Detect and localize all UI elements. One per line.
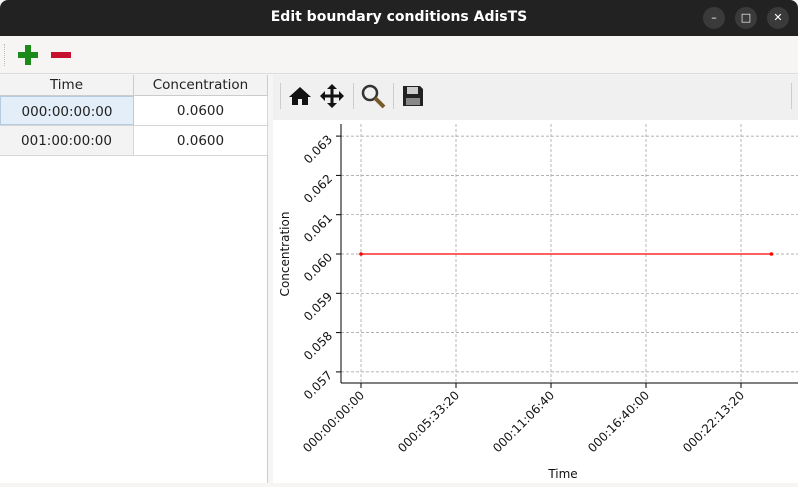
cell-concentration[interactable]: 0.0600: [134, 126, 268, 155]
x-tick-label: 000:05:33:20: [395, 388, 462, 455]
minimize-button[interactable]: –: [703, 7, 725, 29]
toolbar: [0, 36, 798, 74]
x-tick-label: 000:22:13:20: [680, 388, 747, 455]
chart-area: 000:00:00:00 000:05:33:20 000:11:06:40 000:…: [273, 120, 798, 483]
zoom-icon[interactable]: [360, 83, 386, 109]
cell-concentration[interactable]: 0.0600: [134, 96, 268, 125]
table-header: Time Concentration: [0, 75, 268, 96]
table-row[interactable]: 000:00:00:00 0.0600: [0, 96, 268, 126]
home-icon[interactable]: [287, 83, 313, 109]
header-time[interactable]: Time: [0, 75, 134, 95]
y-tick-label: 0.062: [301, 172, 335, 206]
maximize-button[interactable]: □: [735, 7, 757, 29]
y-tick-label: 0.063: [301, 132, 335, 166]
y-tick-label: 0.059: [301, 290, 335, 324]
x-tick-label: 000:11:06:40: [490, 388, 557, 455]
add-row-button[interactable]: [18, 45, 38, 65]
boundary-table: Time Concentration 000:00:00:00 0.0600 0…: [0, 75, 268, 483]
y-tick-label: 0.061: [301, 211, 335, 245]
data-point[interactable]: [359, 252, 363, 256]
plot-toolbar: [273, 75, 798, 120]
y-tick-label: 0.060: [301, 250, 335, 284]
close-button[interactable]: ✕: [767, 7, 789, 29]
data-point[interactable]: [769, 252, 774, 256]
header-concentration[interactable]: Concentration: [134, 75, 268, 95]
x-axis-label: Time: [547, 467, 577, 481]
x-tick-label: 000:16:40:00: [585, 388, 652, 455]
concentration-plot[interactable]: 000:00:00:00 000:05:33:20 000:11:06:40 000:…: [273, 120, 798, 483]
pan-icon[interactable]: [319, 83, 345, 109]
plus-icon: [18, 45, 38, 65]
separator: [280, 83, 281, 109]
title-bar: Edit boundary conditions AdisTS – □ ✕: [0, 0, 798, 36]
separator: [393, 83, 394, 109]
table-row[interactable]: 001:00:00:00 0.0600: [0, 126, 268, 156]
separator: [353, 83, 354, 109]
cell-time[interactable]: 000:00:00:00: [0, 96, 134, 125]
y-tick-label: 0.058: [301, 329, 335, 363]
y-axis-label: Concentration: [278, 212, 292, 297]
cell-time[interactable]: 001:00:00:00: [0, 126, 134, 155]
save-icon[interactable]: [400, 83, 426, 109]
remove-row-button[interactable]: [51, 52, 71, 58]
window-title: Edit boundary conditions AdisTS: [270, 9, 528, 25]
y-tick-label: 0.057: [301, 368, 335, 402]
separator: [791, 83, 792, 109]
toolbar-grip[interactable]: [4, 44, 7, 66]
